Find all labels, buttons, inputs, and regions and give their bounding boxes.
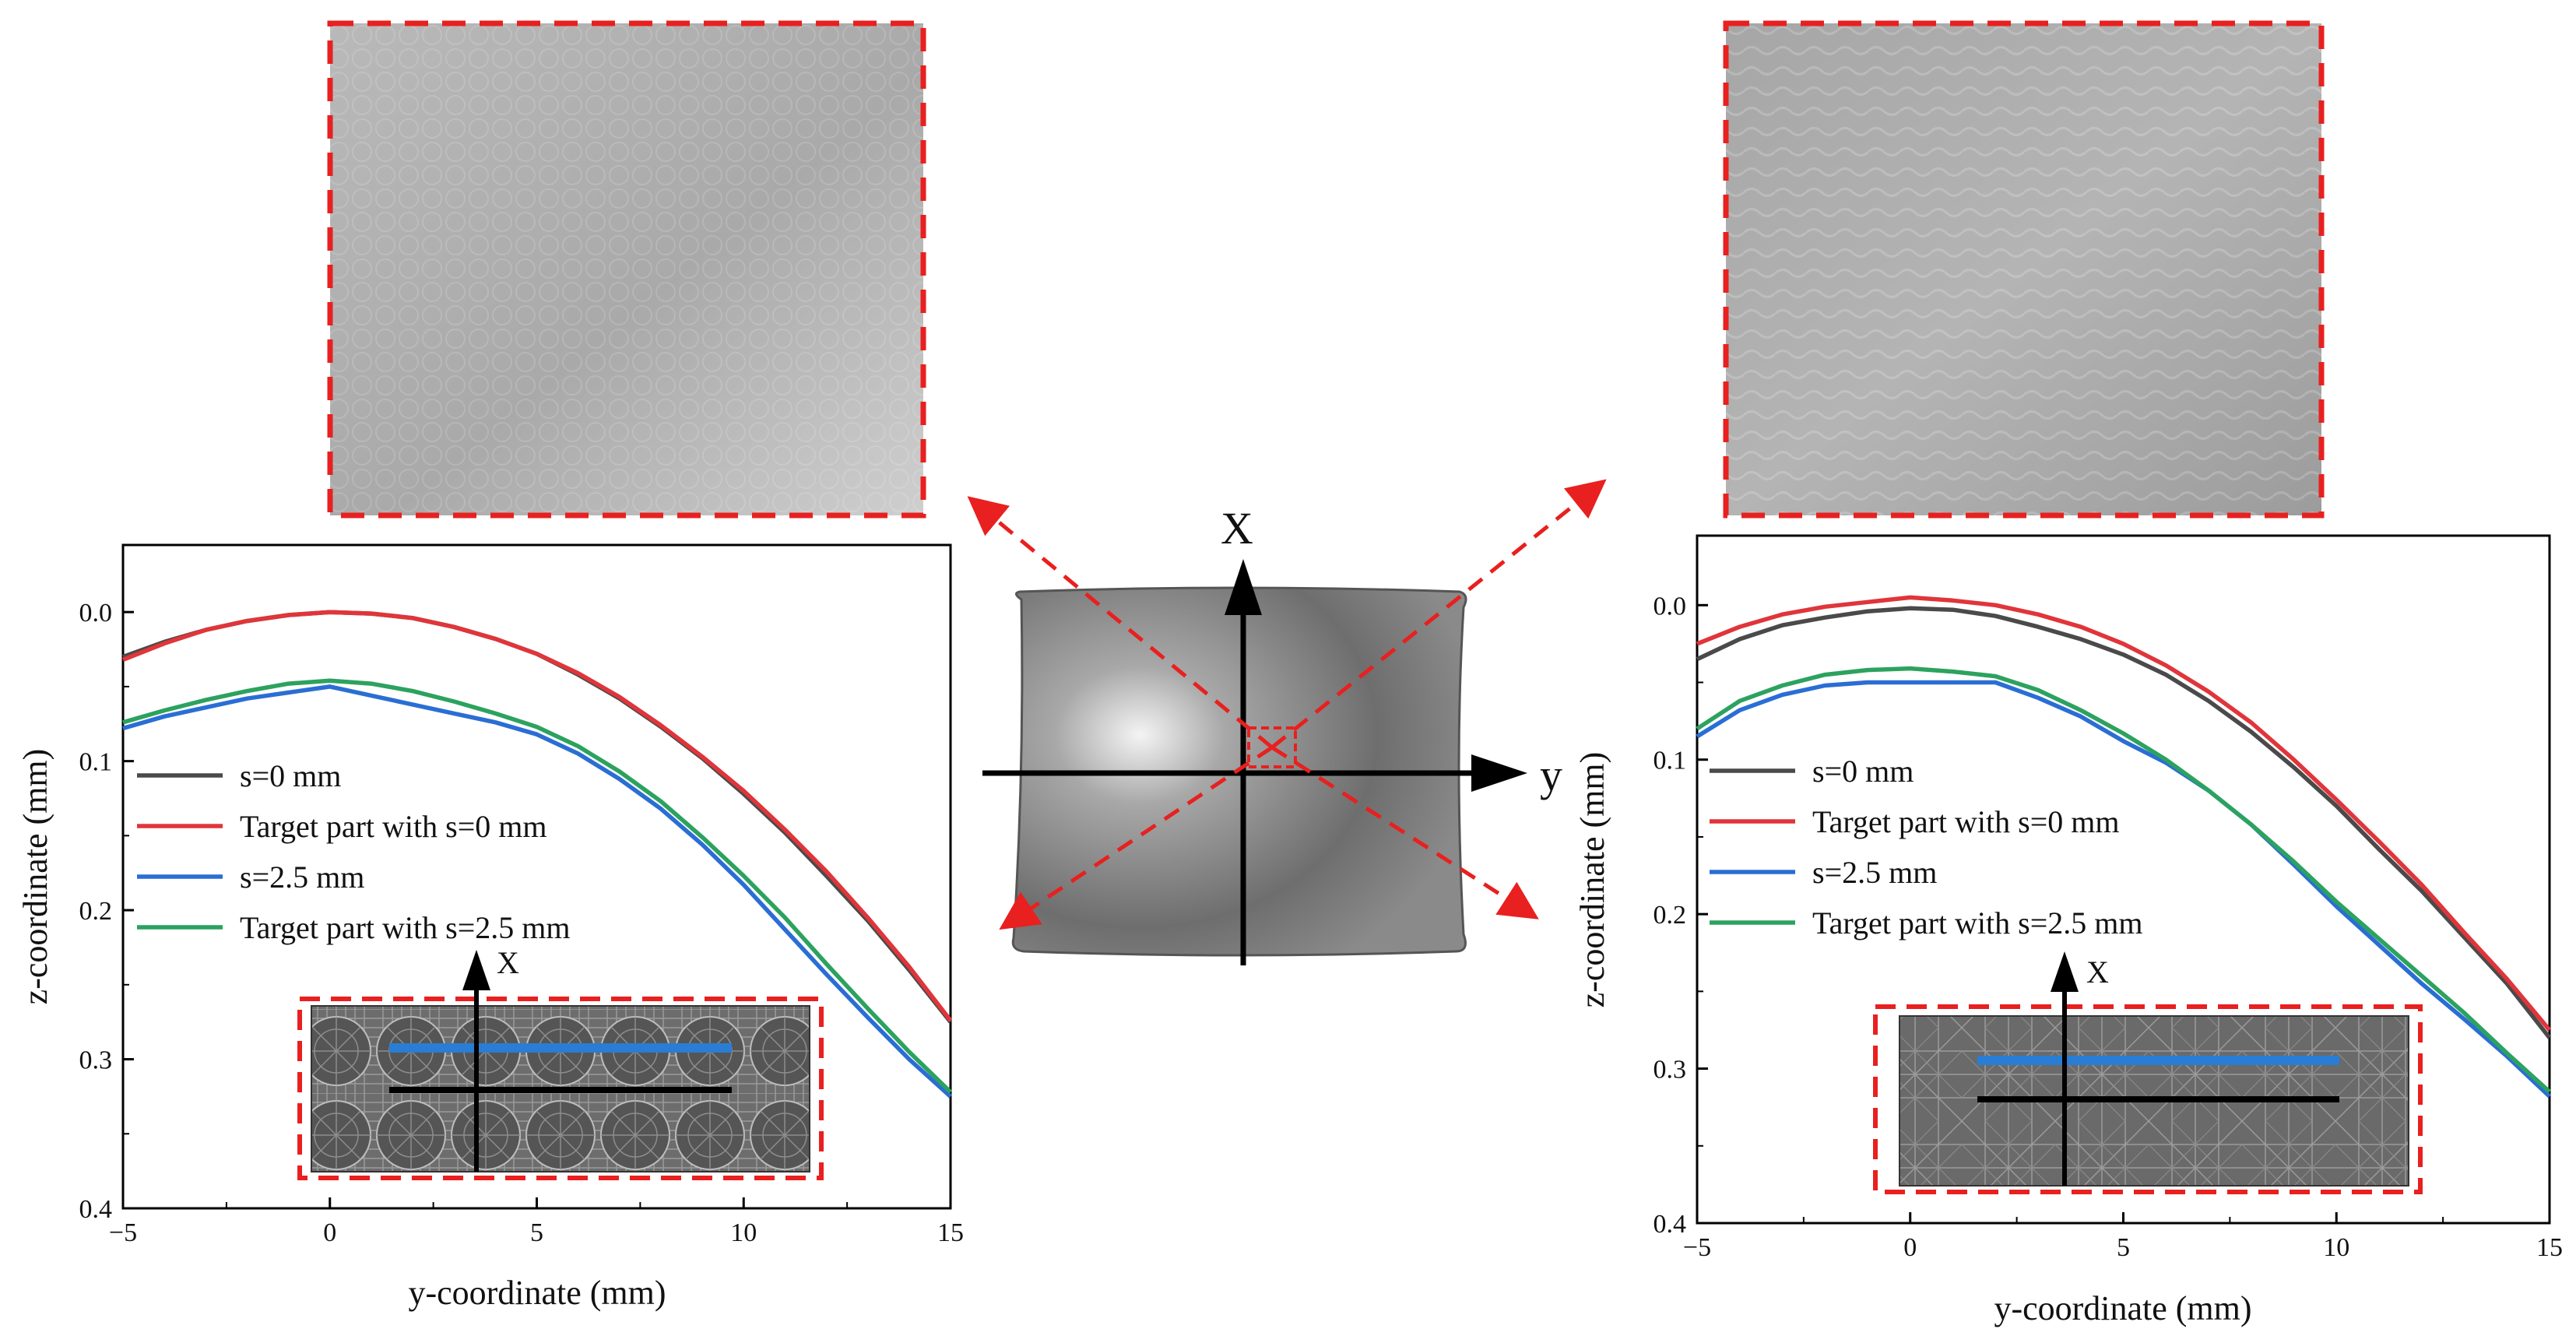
chart-right-legend-label-2: Target part with s=0 mm: [1812, 804, 2120, 839]
chart-left-x-tick-label: −5: [109, 1218, 137, 1247]
chart-right-inset-mesh: X: [1873, 951, 2423, 1194]
chart-right-inset-arrowhead: [2051, 951, 2079, 992]
callout-arrow-to-top-right: [1270, 479, 1607, 749]
callout-arrows: [967, 479, 1607, 930]
chart-left-inset-mesh: X: [297, 945, 824, 1180]
chart-right-x-tick-label: 10: [2323, 1233, 2349, 1262]
chart-left-y-tick-label: 0.3: [79, 1046, 113, 1075]
chart-left-x-tick-label: 0: [323, 1218, 336, 1247]
chart-left-series-line-4: [122, 678, 952, 1094]
chart-left-legend-label-4: Target part with s=2.5 mm: [240, 910, 571, 945]
chart-left-legend-label-1: s=0 mm: [240, 758, 341, 793]
model-axis-y-label: y: [1540, 750, 1562, 800]
chart-left-legend: s=0 mm Target part with s=0 mm s=2.5 mm Tar…: [137, 758, 571, 945]
chart-right-series-line-3: [1696, 680, 2551, 1099]
chart-right-y-axis-title: z-coordinate (mm): [1573, 752, 1611, 1008]
chart-left-tick-layer: −5 0 5 10 15 0.0 0.1 0.2 0.3 0.4: [79, 599, 965, 1247]
chart-right-x-tick-label: −5: [1683, 1233, 1711, 1262]
chart-right-y-tick-label: 0.3: [1653, 1056, 1687, 1085]
chart-right-x-tick-label: 5: [2117, 1233, 2130, 1262]
chart-right-y-tick-label: 0.0: [1653, 592, 1687, 621]
chart-left-y-tick-label: 0.1: [79, 748, 113, 777]
chart-left-y-axis-title: z-coordinate (mm): [16, 749, 54, 1005]
chart-left-y-tick-label: 0.4: [79, 1195, 113, 1224]
model-axis-x-arrowhead: [1225, 559, 1262, 615]
chart-left-x-tick-label: 15: [937, 1218, 964, 1247]
callout-arrow-to-top-left: [967, 496, 1274, 749]
chart-right-legend: s=0 mm Target part with s=0 mm s=2.5 mm Tar…: [1710, 754, 2143, 940]
chart-right-legend-label-4: Target part with s=2.5 mm: [1812, 905, 2143, 940]
chart-right-y-tick-label: 0.1: [1653, 747, 1687, 775]
chart-right-legend-label-3: s=2.5 mm: [1812, 855, 1937, 890]
chart-right-x-tick-label: 15: [2536, 1233, 2563, 1262]
chart-left-series-line-2: [121, 610, 953, 1022]
center-part-model: X y: [982, 503, 1562, 965]
chart-right-inset-axis-label: X: [2086, 955, 2109, 990]
chart-right-x-tick-label: 0: [1903, 1233, 1917, 1262]
chart-left-inset-arrowhead: [462, 950, 490, 990]
callout-arrow-to-bottom-left: [999, 745, 1274, 930]
model-axis-x-label: X: [1221, 503, 1253, 554]
chart-left: −5 0 5 10 15 0.0 0.1 0.2 0.3 0.4 y-coordinate (mm…: [16, 543, 965, 1312]
chart-right-y-tick-label: 0.4: [1653, 1210, 1687, 1239]
model-axis-y-arrowhead: [1471, 754, 1527, 792]
chart-left-x-tick-label: 10: [730, 1218, 757, 1247]
zoom-surface-right: [1723, 20, 2325, 519]
chart-right: −5 0 5 10 15 0.0 0.1 0.2 0.3 0.4 y-coordinate (mm…: [1573, 534, 2564, 1327]
chart-right-series-line-4: [1696, 666, 2551, 1094]
chart-left-legend-label-2: Target part with s=0 mm: [240, 809, 547, 844]
chart-right-series-line-2: [1696, 595, 2552, 1032]
chart-left-inset-axis-label: X: [497, 945, 519, 980]
chart-left-y-tick-label: 0.2: [79, 897, 113, 926]
chart-right-x-axis-title: y-coordinate (mm): [1994, 1289, 2251, 1327]
chart-right-legend-label-1: s=0 mm: [1812, 754, 1914, 789]
chart-left-y-tick-label: 0.0: [79, 599, 113, 628]
chart-right-tick-layer: −5 0 5 10 15 0.0 0.1 0.2 0.3 0.4: [1653, 592, 2564, 1262]
chart-left-legend-label-3: s=2.5 mm: [240, 860, 364, 895]
center-zoom-box: [1247, 726, 1297, 768]
chart-left-x-tick-label: 5: [530, 1218, 543, 1247]
chart-right-y-tick-label: 0.2: [1653, 901, 1687, 930]
zoom-surface-left: [327, 20, 926, 519]
chart-right-series-layer: [1696, 595, 2552, 1099]
chart-left-series-line-3: [122, 684, 952, 1099]
callout-arrow-to-bottom-right: [1270, 745, 1539, 919]
chart-left-series-layer: [121, 610, 953, 1099]
chart-right-series-line-1: [1696, 606, 2552, 1039]
chart-left-x-axis-title: y-coordinate (mm): [408, 1274, 666, 1312]
